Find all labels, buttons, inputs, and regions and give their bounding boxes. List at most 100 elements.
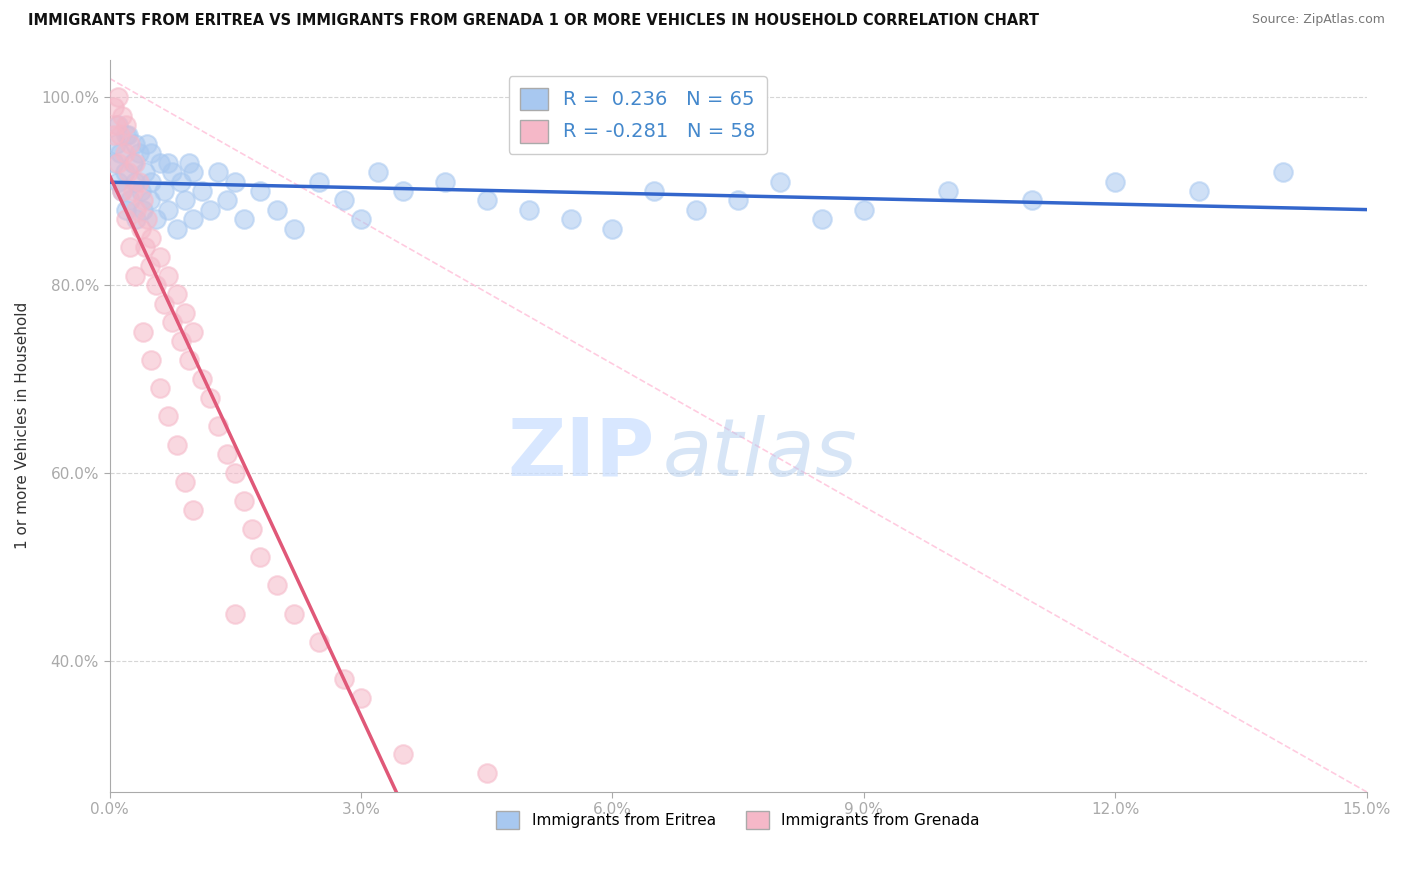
Point <box>433 175 456 189</box>
Point <box>134 240 156 254</box>
Point <box>852 202 875 217</box>
Point <box>475 194 498 208</box>
Point <box>198 202 221 217</box>
Point <box>224 175 246 189</box>
Point <box>136 137 159 152</box>
Point <box>157 409 180 424</box>
Point <box>174 306 197 320</box>
Point <box>115 128 138 142</box>
Legend: Immigrants from Eritrea, Immigrants from Grenada: Immigrants from Eritrea, Immigrants from… <box>491 805 986 836</box>
Point <box>122 184 145 198</box>
Point <box>111 184 134 198</box>
Point <box>107 90 129 104</box>
Point <box>145 212 167 227</box>
Point <box>103 128 125 142</box>
Point <box>132 202 155 217</box>
Point <box>560 212 582 227</box>
Point <box>149 156 172 170</box>
Point <box>125 212 148 227</box>
Point <box>190 372 212 386</box>
Point <box>120 240 142 254</box>
Point <box>105 118 128 132</box>
Point <box>166 437 188 451</box>
Point <box>115 212 138 227</box>
Point <box>139 259 162 273</box>
Point <box>111 109 134 123</box>
Point <box>145 277 167 292</box>
Point <box>240 522 263 536</box>
Point <box>157 268 180 283</box>
Point <box>727 194 749 208</box>
Point <box>517 202 540 217</box>
Point <box>103 156 125 170</box>
Point <box>141 175 163 189</box>
Point <box>166 287 188 301</box>
Point <box>108 146 131 161</box>
Text: IMMIGRANTS FROM ERITREA VS IMMIGRANTS FROM GRENADA 1 OR MORE VEHICLES IN HOUSEHO: IMMIGRANTS FROM ERITREA VS IMMIGRANTS FR… <box>28 13 1039 29</box>
Point <box>157 202 180 217</box>
Point <box>224 466 246 480</box>
Point <box>141 353 163 368</box>
Y-axis label: 1 or more Vehicles in Household: 1 or more Vehicles in Household <box>15 302 30 549</box>
Point <box>114 146 136 161</box>
Point <box>602 221 624 235</box>
Point <box>136 212 159 227</box>
Point <box>232 494 254 508</box>
Point <box>170 175 193 189</box>
Point <box>215 194 238 208</box>
Point <box>224 607 246 621</box>
Point <box>333 194 356 208</box>
Point <box>134 165 156 179</box>
Point <box>190 184 212 198</box>
Point <box>124 137 146 152</box>
Point <box>249 550 271 565</box>
Point <box>174 475 197 489</box>
Point <box>198 391 221 405</box>
Point <box>125 202 148 217</box>
Point <box>367 165 389 179</box>
Point <box>685 202 707 217</box>
Point <box>131 221 153 235</box>
Point <box>117 165 139 179</box>
Point <box>936 184 959 198</box>
Point <box>215 447 238 461</box>
Text: atlas: atlas <box>662 415 858 493</box>
Point <box>643 184 665 198</box>
Point <box>392 184 415 198</box>
Point <box>207 165 229 179</box>
Point <box>392 747 415 762</box>
Point <box>153 296 176 310</box>
Point <box>1104 175 1126 189</box>
Point <box>141 231 163 245</box>
Point <box>475 766 498 780</box>
Point <box>132 325 155 339</box>
Point <box>128 146 150 161</box>
Point <box>170 334 193 349</box>
Point <box>266 202 288 217</box>
Text: Source: ZipAtlas.com: Source: ZipAtlas.com <box>1251 13 1385 27</box>
Point <box>115 118 138 132</box>
Point <box>179 156 201 170</box>
Text: ZIP: ZIP <box>508 415 654 493</box>
Point <box>124 175 146 189</box>
Point <box>108 128 131 142</box>
Point <box>122 156 145 170</box>
Point <box>149 250 172 264</box>
Point <box>249 184 271 198</box>
Point <box>350 691 373 706</box>
Point <box>120 194 142 208</box>
Point <box>769 175 792 189</box>
Point <box>183 503 205 517</box>
Point <box>183 165 205 179</box>
Point <box>153 184 176 198</box>
Point <box>1188 184 1211 198</box>
Point <box>120 137 142 152</box>
Point <box>117 128 139 142</box>
Point <box>107 118 129 132</box>
Point <box>124 268 146 283</box>
Point <box>157 156 180 170</box>
Point <box>107 156 129 170</box>
Point <box>105 137 128 152</box>
Point <box>107 175 129 189</box>
Point <box>183 325 205 339</box>
